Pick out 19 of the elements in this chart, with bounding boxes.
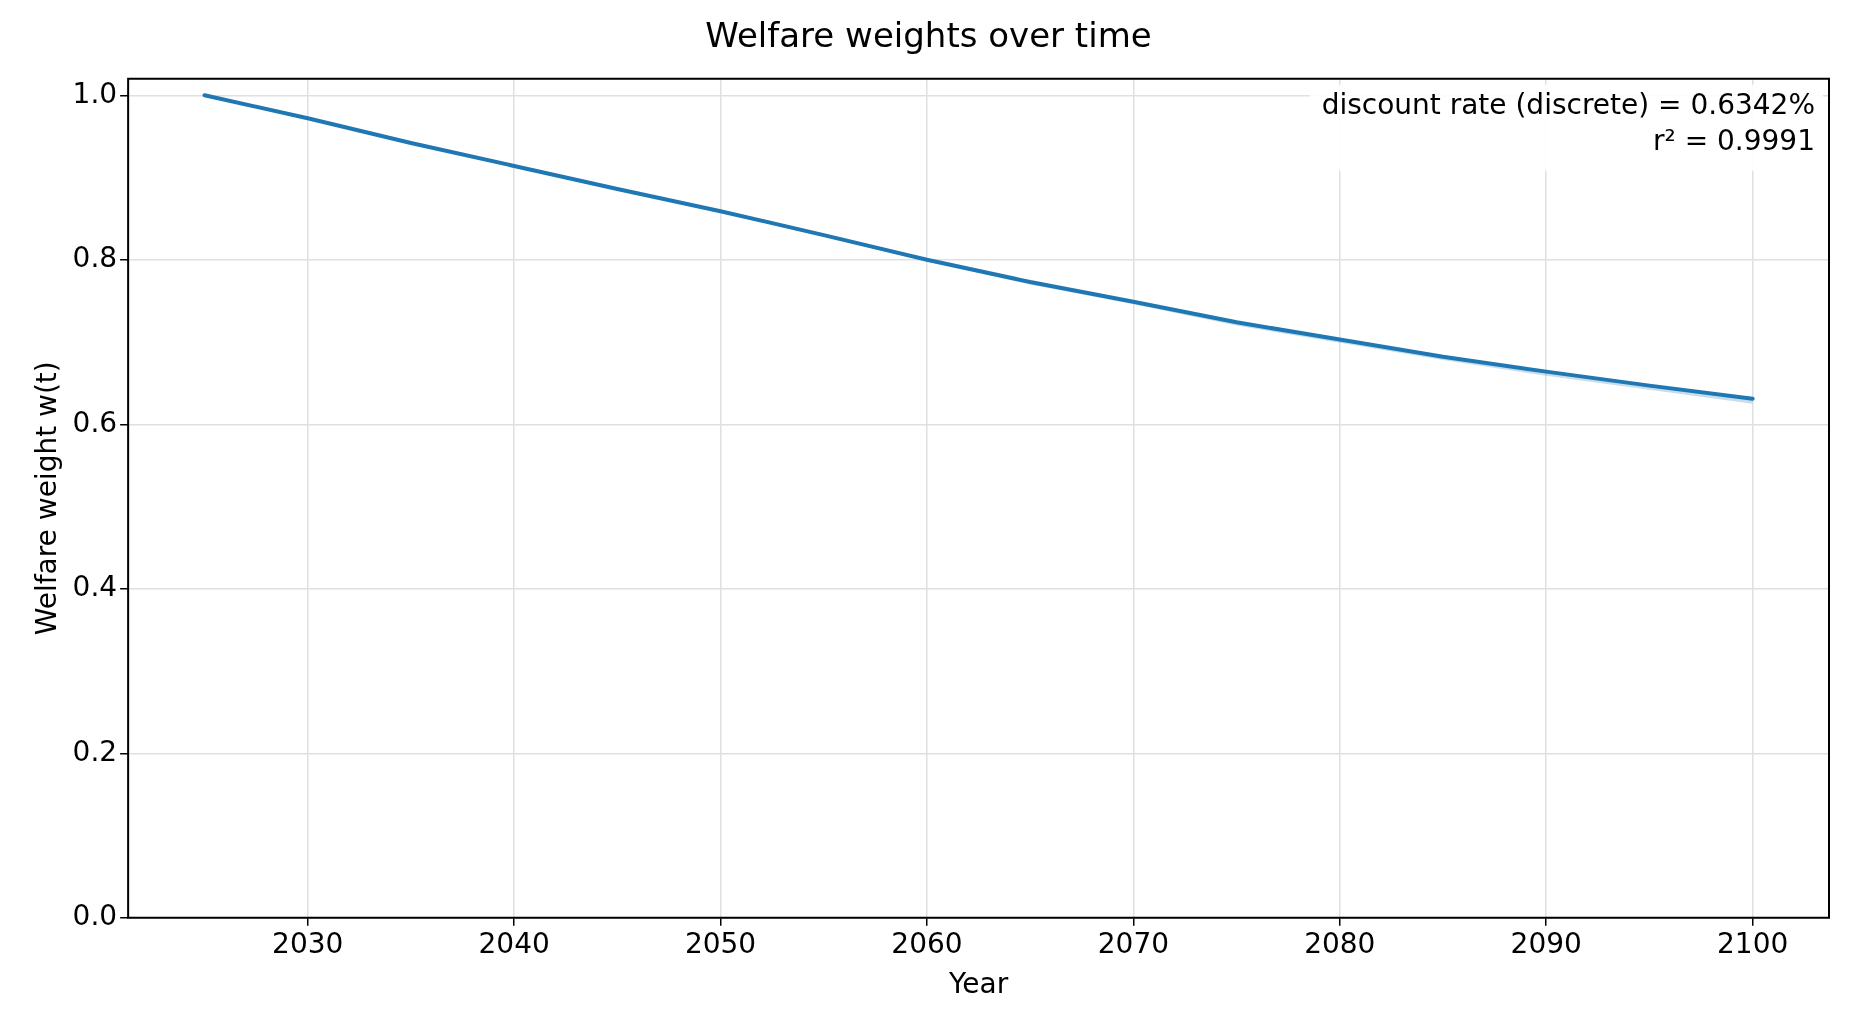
annotation: r² = 0.9991: [1653, 124, 1815, 158]
y-axis-title: Welfare weight w(t): [30, 361, 64, 636]
x-tick-label: 2090: [1510, 926, 1582, 960]
x-tick-label: 2080: [1304, 926, 1376, 960]
y-tick-label: 0.4: [72, 570, 118, 604]
x-tick-label: 2070: [1097, 926, 1170, 960]
x-tick-label: 2050: [684, 926, 757, 960]
y-tick-label: 0.6: [72, 405, 118, 439]
chart-title: Welfare weights over time: [705, 15, 1152, 56]
x-tick-label: 2030: [272, 926, 344, 960]
y-tick-label: 0.0: [72, 899, 118, 933]
x-tick-label: 2100: [1716, 926, 1789, 960]
y-tick-label: 0.2: [72, 734, 118, 768]
y-tick-label: 0.8: [72, 241, 118, 275]
annotation: discount rate (discrete) = 0.6342%: [1321, 88, 1815, 122]
y-tick-label: 1.0: [72, 76, 118, 110]
x-tick-label: 2060: [891, 926, 963, 960]
x-tick-label: 2040: [478, 926, 550, 960]
x-axis-title: Year: [947, 967, 1009, 1001]
